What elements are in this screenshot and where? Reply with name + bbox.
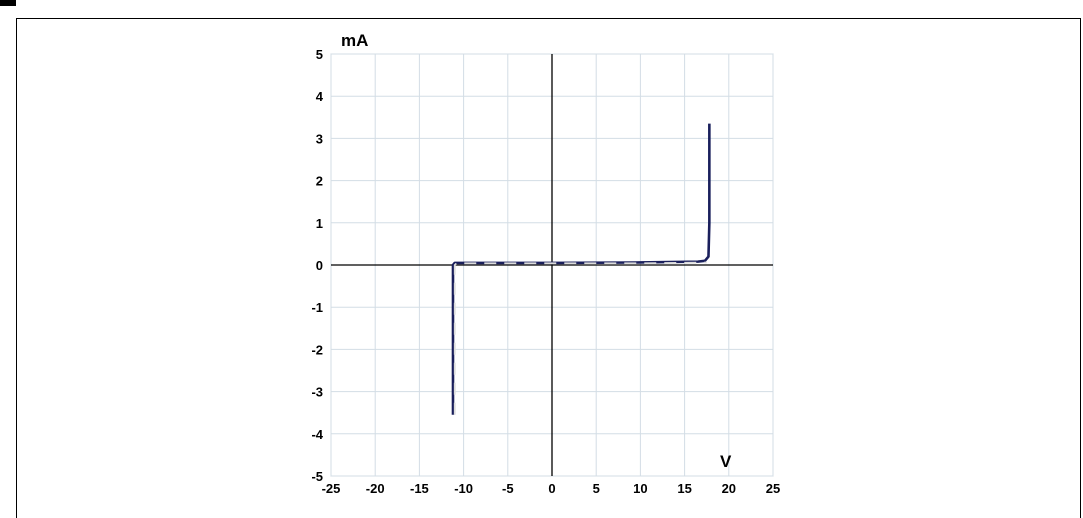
y-tick-label: 5	[316, 47, 323, 62]
axes	[331, 54, 773, 476]
y-tick-label: 0	[316, 258, 323, 273]
y-tick-label: 4	[316, 89, 324, 104]
x-tick-label: -20	[366, 481, 385, 496]
x-tick-label: -15	[410, 481, 429, 496]
x-tick-label: -5	[502, 481, 514, 496]
y-tick-label: 2	[316, 174, 323, 189]
y-tick-label: -3	[311, 385, 323, 400]
data-series	[451, 123, 711, 415]
y-tick-label: 1	[316, 216, 323, 231]
y-tick-label: -1	[311, 300, 323, 315]
x-tick-label: 15	[677, 481, 691, 496]
y-tick-label: 3	[316, 131, 323, 146]
y-tick-label: -4	[311, 427, 323, 442]
x-tick-label: 5	[593, 481, 600, 496]
x-tick-label: 25	[766, 481, 780, 496]
figure-frame-fragment	[0, 0, 16, 6]
x-tick-label: 10	[633, 481, 647, 496]
series-line-solid	[451, 123, 711, 415]
series-line-dashed	[453, 261, 707, 415]
x-tick-label: -10	[454, 481, 473, 496]
x-tick-label: -25	[322, 481, 341, 496]
x-tick-label: 20	[722, 481, 736, 496]
x-tick-label: 0	[548, 481, 555, 496]
x-tick-labels: -25 -20 -15 -10 -5 0 5 10 15 20 25	[322, 481, 781, 496]
figure-frame	[16, 18, 1081, 518]
y-tick-label: -5	[311, 469, 323, 484]
y-tick-label: -2	[311, 342, 323, 357]
y-tick-labels: 5 4 3 2 1 0 -1 -2 -3 -4 -5	[311, 47, 323, 484]
y-axis-title: mA	[341, 31, 368, 50]
x-axis-title: V	[720, 452, 732, 471]
